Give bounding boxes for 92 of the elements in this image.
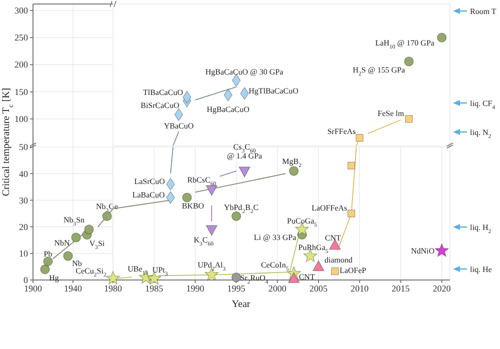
point xyxy=(348,210,356,218)
text: liq. N$_{2}$ xyxy=(470,128,492,140)
text: liq. H$_{2}$ xyxy=(470,223,492,235)
point xyxy=(206,185,218,196)
y-tick-label: 150 xyxy=(14,86,28,97)
x-tick-label: 1985 xyxy=(145,283,164,294)
y-tick-label: 50 xyxy=(19,142,28,152)
annotation: UPt$_{3}$ xyxy=(152,266,168,278)
annotation: UBe$_{13}$ xyxy=(128,264,148,277)
annotation: V$_{3}$Si xyxy=(89,238,106,251)
annotation: LaH$_{10}$ @ 170 GPa xyxy=(375,38,435,51)
y-tick-label: 250 xyxy=(14,32,28,43)
point xyxy=(405,115,413,123)
point xyxy=(63,251,73,261)
point xyxy=(206,225,218,236)
point xyxy=(331,267,339,276)
point xyxy=(40,264,50,274)
text: liq. CF$_{4}$ xyxy=(470,99,496,111)
annotation: BKBO xyxy=(182,202,204,211)
annotation: LaSrCuO xyxy=(134,177,166,186)
x-tick-label: 2010 xyxy=(350,283,370,294)
annotation: CNT xyxy=(324,233,342,242)
annotation: YBaCuO xyxy=(164,122,194,131)
annotation: CNT xyxy=(298,272,315,282)
annotation: diamond xyxy=(324,256,352,265)
annotation: LaOFFeAs xyxy=(312,204,348,212)
point xyxy=(289,166,299,176)
annotation: YbPd$_{2}$B$_{2}$C xyxy=(224,203,259,216)
annotation: CeCu$_{2}$Si$_{2}$ xyxy=(76,266,106,278)
point xyxy=(84,224,94,234)
annotation: Cs$_{3}$C$_{60}$ @ 1.4 GPa xyxy=(226,142,263,160)
annotation: Nb xyxy=(72,259,82,268)
x-tick-label: 2005 xyxy=(309,283,328,294)
annotation: HgTlBaCaCuO xyxy=(248,86,299,96)
y-tick-label: 100 xyxy=(14,114,28,124)
annotation: NdNiO xyxy=(411,246,435,256)
x-tick-label: 1980 xyxy=(104,283,122,294)
y-tick-label: 200 xyxy=(14,60,28,70)
point xyxy=(204,267,219,281)
x-tick-label: 2015 xyxy=(392,283,410,294)
y-tick-label: 10 xyxy=(19,248,28,259)
point xyxy=(348,162,356,170)
point xyxy=(102,211,112,221)
text: liq. He xyxy=(470,265,492,274)
point xyxy=(288,272,300,283)
annotation: MgB$_{2}$ xyxy=(282,156,302,169)
annotation: NbN xyxy=(54,238,70,248)
annotation: Nb$_{3}$Sn xyxy=(63,215,85,228)
y-tick-label: 30 xyxy=(19,195,28,206)
point xyxy=(436,32,447,42)
x-tick-label: 2020 xyxy=(432,283,452,294)
point xyxy=(43,256,53,266)
annotation: HgBaCaCuO xyxy=(206,105,250,114)
text: Room T xyxy=(470,7,496,16)
annotation: LaOFeP xyxy=(340,266,367,276)
annotation: Nb$_{3}$Ge xyxy=(96,202,118,214)
point xyxy=(238,166,250,178)
annotation: SrFFeAs xyxy=(327,126,356,136)
annotation: CeCoIn$_{5}$ xyxy=(260,260,289,273)
x-axis-title: Year xyxy=(232,299,251,310)
y-tick-label: 300 xyxy=(14,6,28,16)
point xyxy=(434,243,449,257)
annotation: Li @ 33 GPa xyxy=(254,232,297,242)
annotation: TlBaCaCuO xyxy=(142,88,184,98)
point xyxy=(356,134,364,142)
x-tick-label: 1900 xyxy=(24,283,42,294)
annotation: HgBaCaCuO @ 30 GPa xyxy=(205,67,284,76)
annotation: LaBaCuO xyxy=(132,190,165,200)
point xyxy=(106,271,120,284)
y-tick-label: 40 xyxy=(19,168,28,179)
annotation: FeSe lm xyxy=(378,108,405,118)
point xyxy=(182,192,192,202)
y-tick-label: 20 xyxy=(19,222,28,232)
annotation: UPd$_{2}$Al$_{3}$ xyxy=(198,260,226,273)
x-tick-label: 2000 xyxy=(268,283,287,294)
annotation: H$_{2}$S @ 155 GPa xyxy=(352,65,406,78)
y-tick-label: 0 xyxy=(24,275,28,286)
x-tick-label: 1990 xyxy=(186,283,205,294)
x-tick-label: 1940 xyxy=(64,283,82,294)
point xyxy=(231,211,242,221)
point xyxy=(231,272,242,282)
annotation: RbCsC$_{60}$ xyxy=(187,176,216,188)
annotation: PuRhGa$_{5}$ xyxy=(298,243,328,256)
annotation: Pb xyxy=(44,249,52,258)
annotation: BiSrCaCuO xyxy=(140,101,180,110)
x-tick-label: 1995 xyxy=(227,283,246,294)
point xyxy=(312,260,324,271)
annotation: K$_{3}$C$_{60}$ xyxy=(194,235,214,248)
point xyxy=(404,56,414,66)
annotation: PuCoGa$_{5}$ xyxy=(287,216,318,228)
point xyxy=(71,232,81,242)
point xyxy=(174,108,184,121)
